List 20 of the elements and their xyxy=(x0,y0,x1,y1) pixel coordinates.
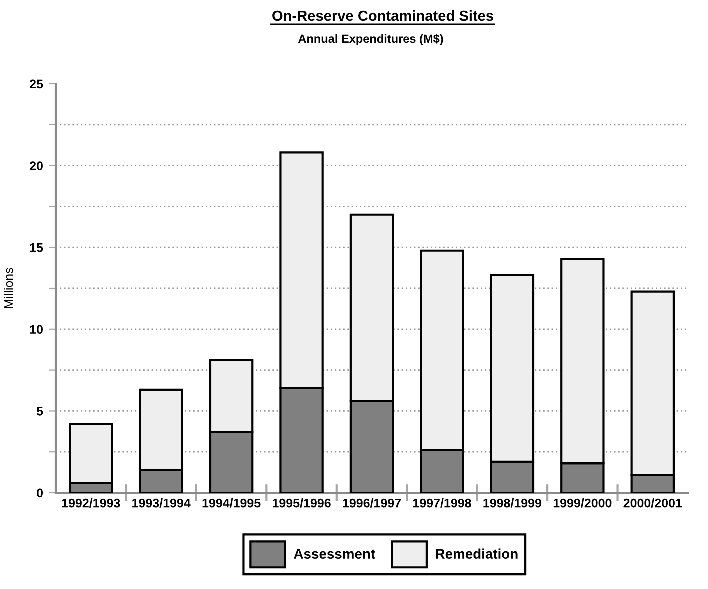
y-tick-label: 0 xyxy=(37,488,43,498)
x-tick-label: 1998/1999 xyxy=(484,498,542,508)
y-tick-label: 20 xyxy=(30,162,43,170)
y-tick-label: 10 xyxy=(30,325,43,334)
y-tick-label: 15 xyxy=(30,244,44,252)
x-tick-label: 2000/2001 xyxy=(624,498,682,508)
x-tick-label: 1994/1995 xyxy=(202,498,261,508)
x-tick-label: 1996/1997 xyxy=(343,498,401,508)
y-tick-label: 5 xyxy=(36,407,44,416)
chart-subtitle: Annual Expenditures (M$) xyxy=(298,34,444,46)
chart-title: On-Reserve Contaminated Sites xyxy=(272,10,494,22)
x-tick-label: 1997/1998 xyxy=(413,498,472,508)
legend-label: Remediation xyxy=(436,548,518,560)
x-tick-label: 1999/2000 xyxy=(554,498,612,508)
x-tick-label: 1995/1996 xyxy=(273,498,331,508)
x-tick-label: 1992/1993 xyxy=(62,498,120,508)
y-tick-label: 25 xyxy=(30,80,44,89)
y-axis-title: Millions xyxy=(4,268,14,308)
x-tick-label: 1993/1994 xyxy=(132,498,191,508)
legend-label: Assessment xyxy=(294,549,376,560)
